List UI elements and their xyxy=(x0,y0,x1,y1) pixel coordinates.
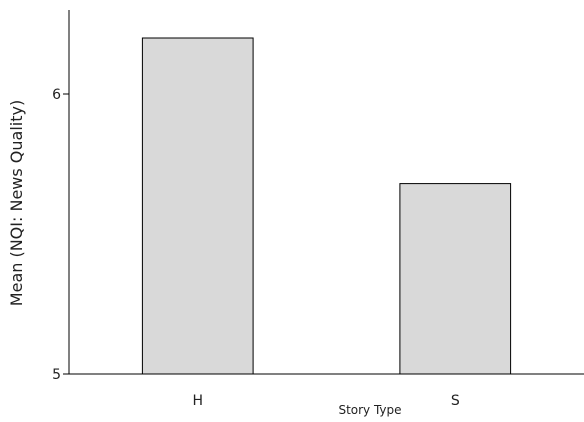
y-axis-label: Mean (NQI: News Quality) xyxy=(7,100,26,306)
x-tick-label-h: H xyxy=(193,393,204,409)
y-tick-label-5: 5 xyxy=(52,367,61,383)
y-tick-label-6: 6 xyxy=(52,87,61,103)
y-ticks-group: 56 xyxy=(52,87,69,383)
bar-s xyxy=(399,183,512,375)
x-axis-label: Story Type xyxy=(338,403,401,417)
bar-h xyxy=(141,37,254,375)
bars-group xyxy=(141,37,512,375)
x-tick-label-s: S xyxy=(451,393,460,409)
